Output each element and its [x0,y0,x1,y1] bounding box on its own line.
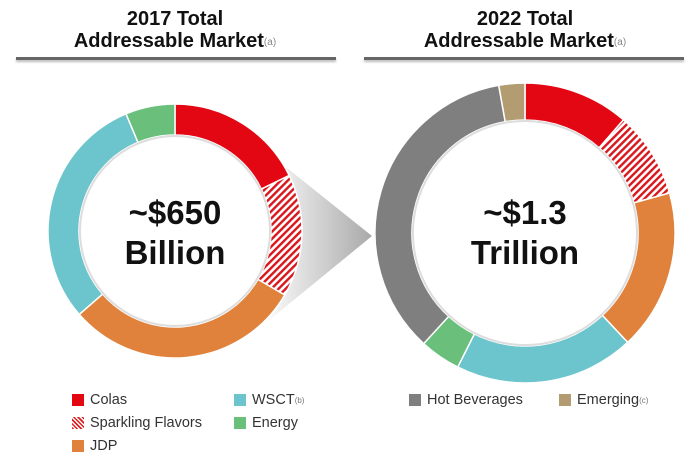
title-line-2: Addressable Market [423,30,614,52]
donut-2022 [374,82,676,384]
legend-label: Emerging [577,392,640,408]
legend-label: WSCT [252,392,295,408]
center-unit: Billion [124,234,226,271]
legend-item-wsct: WSCT (b) [234,392,304,408]
center-value: ~$650 [128,194,222,231]
center-label-2017: ~$650 Billion [75,193,275,273]
donut-2017 [47,103,303,359]
legend-item-colas: Colas [72,392,127,408]
legend-label: Hot Beverages [427,392,523,408]
donut-hole [79,135,271,327]
center-unit: Trillion [470,234,580,271]
legend-swatch [234,394,246,406]
center-value: ~$1.3 [483,194,567,231]
legend-swatch [72,440,84,452]
title-divider [364,57,684,60]
legend-footnote: (c) [639,395,649,405]
legend-footnote: (b) [294,395,305,405]
chart-title-2022: 2022 Total Addressable Market(a) [360,8,690,52]
legend-item-energy: Energy [234,415,298,431]
legend-label: JDP [90,438,118,454]
legend-label: Colas [90,392,128,408]
title-line-1: 2017 Total [126,8,224,30]
legend-item-emerging: Emerging (c) [559,392,648,408]
center-label-2022: ~$1.3 Trillion [425,193,625,273]
footnote-marker: (a) [613,37,627,48]
legend-swatch [72,394,84,406]
legend-label: Sparkling Flavors [90,415,203,431]
donut-hole [412,120,638,346]
legend-label: Energy [252,415,298,431]
chart-title-2017: 2017 Total Addressable Market(a) [10,8,340,52]
legend-swatch [234,417,246,429]
legend-item-hot-beverages: Hot Beverages [409,392,523,408]
title-divider [16,57,336,60]
footnote-marker: (a) [263,37,277,48]
title-line-1: 2022 Total [476,8,574,30]
title-line-2: Addressable Market [73,30,264,52]
legend-item-jdp: JDP [72,438,117,454]
legend-swatch [72,417,84,429]
legend-swatch [409,394,421,406]
legend-swatch [559,394,571,406]
legend-item-sparkling-flavors: Sparkling Flavors [72,415,202,431]
